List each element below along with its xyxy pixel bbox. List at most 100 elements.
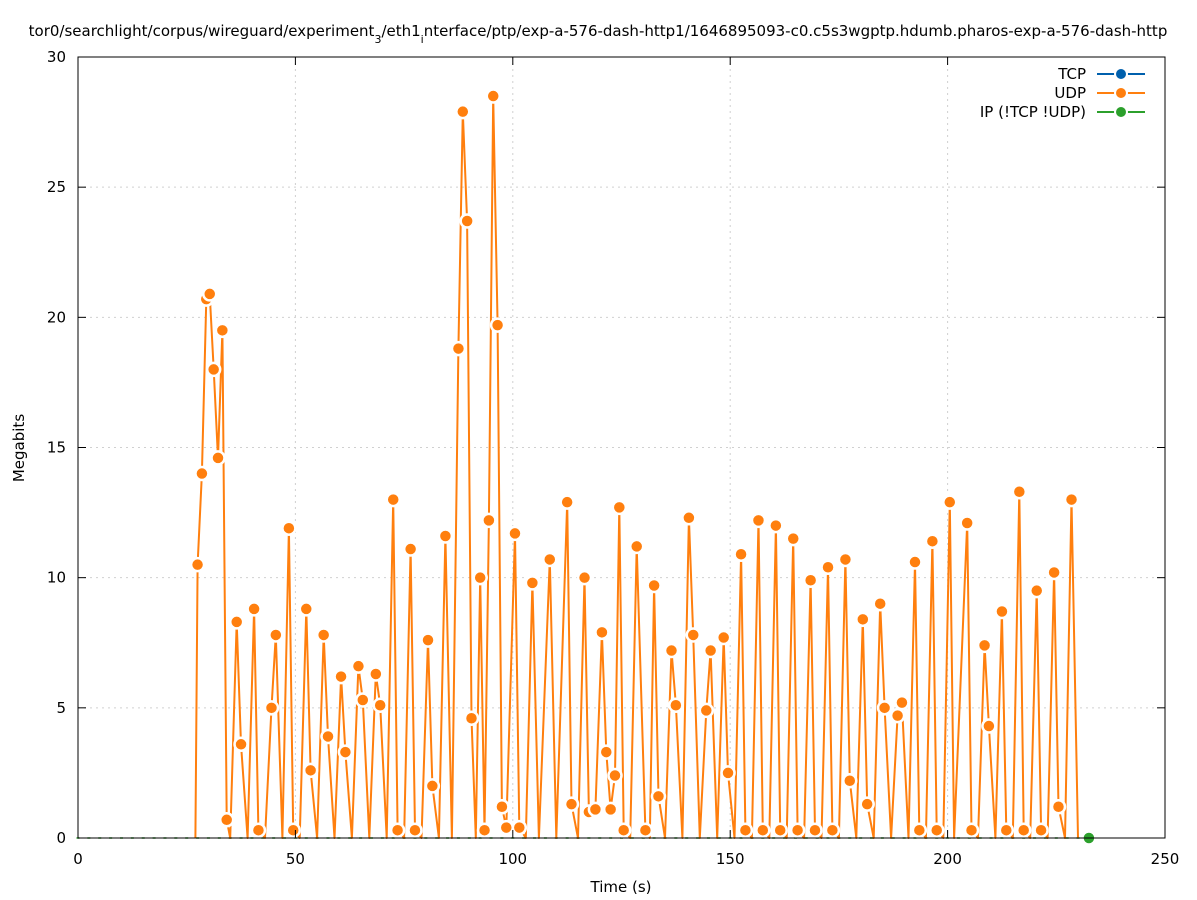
- legend-label: TCP: [1057, 65, 1086, 83]
- data-point: [1063, 491, 1080, 508]
- data-point: [246, 601, 262, 617]
- data-point: [668, 697, 684, 713]
- data-point: [228, 614, 245, 630]
- data-point: [315, 627, 332, 643]
- data-point: [872, 595, 888, 612]
- data-point: [1046, 564, 1062, 581]
- data-point: [855, 611, 871, 628]
- y-tick-label: 0: [56, 829, 66, 847]
- data-point: [250, 822, 267, 838]
- data-point: [437, 528, 454, 544]
- legend-label: IP (!TCP !UDP): [980, 103, 1086, 121]
- data-point: [372, 697, 388, 713]
- data-point: [337, 744, 354, 760]
- data-point: [263, 700, 280, 716]
- x-tick-label: 200: [933, 850, 962, 868]
- data-point: [576, 569, 593, 586]
- data-point: [594, 624, 610, 641]
- y-tick-label: 5: [56, 699, 66, 717]
- data-point: [385, 491, 401, 508]
- data-point: [607, 767, 623, 784]
- data-point: [194, 465, 210, 482]
- data-point: [233, 736, 249, 753]
- y-axis-label: Megabits: [10, 414, 28, 482]
- data-point: [205, 361, 222, 378]
- data-point: [842, 772, 858, 789]
- data-point: [1011, 484, 1028, 500]
- data-point: [333, 668, 349, 685]
- y-tick-label: 15: [47, 439, 66, 457]
- data-point: [859, 796, 875, 812]
- series-line: [194, 95, 1079, 839]
- data-point: [663, 642, 680, 659]
- data-point: [485, 88, 501, 104]
- data-point: [789, 822, 806, 838]
- data-point: [685, 627, 701, 643]
- data-point: [963, 822, 980, 838]
- x-axis-label: Time (s): [590, 878, 652, 896]
- data-point: [298, 601, 315, 617]
- data-point: [587, 801, 604, 818]
- data-point: [450, 340, 467, 357]
- data-point: [355, 692, 371, 708]
- data-point: [637, 822, 654, 838]
- data-point: [511, 819, 528, 836]
- data-point: [498, 819, 515, 836]
- data-point: [959, 515, 975, 531]
- title-sub-2: i: [421, 33, 424, 46]
- legend-marker: [1114, 105, 1128, 119]
- y-tick-label: 10: [47, 569, 66, 587]
- legend-marker: [1114, 86, 1128, 100]
- data-point: [459, 213, 475, 229]
- data-point: [402, 541, 419, 557]
- x-tick-label: 0: [73, 850, 83, 868]
- title-main: tor0/searchlight/corpus/wireguard/experi…: [29, 22, 375, 40]
- axis-ticks: 0 50 100 150 200 250 0 5 10 15 20 25 30: [47, 48, 1179, 868]
- data-point: [837, 551, 854, 568]
- data-point: [268, 627, 284, 643]
- data-point: [494, 799, 510, 815]
- data-point: [424, 778, 441, 794]
- data-point: [201, 286, 218, 302]
- x-tick-label: 150: [716, 850, 745, 868]
- data-point: [750, 512, 767, 529]
- data-point: [281, 520, 297, 536]
- data-point: [720, 765, 736, 781]
- data-point: [598, 744, 615, 760]
- data-point: [628, 538, 645, 555]
- data-point: [824, 822, 841, 838]
- data-point: [1050, 799, 1067, 815]
- data-point: [615, 822, 632, 838]
- data-point: [889, 707, 906, 724]
- data-point: [715, 629, 732, 646]
- data-point: [611, 499, 628, 516]
- title-end: nterface/ptp/exp-a-576-dash-http1/164689…: [424, 22, 1168, 40]
- data-point: [1028, 582, 1045, 599]
- data-point: [507, 525, 523, 542]
- data-point: [755, 822, 771, 838]
- data-point: [911, 822, 928, 838]
- data-point: [285, 822, 301, 838]
- data-point: [602, 801, 619, 818]
- data-point: [681, 510, 697, 526]
- title-sub-1: 3: [374, 33, 381, 46]
- data-point: [476, 822, 493, 838]
- data-point: [733, 546, 749, 562]
- data-point: [559, 494, 575, 510]
- data-point: [189, 556, 206, 573]
- data-point: [389, 822, 406, 838]
- data-point: [772, 822, 788, 838]
- data-point: [420, 632, 436, 648]
- x-tick-label: 250: [1151, 850, 1180, 868]
- data-point: [368, 666, 384, 682]
- data-point: [463, 710, 480, 726]
- y-tick-label: 25: [47, 178, 66, 196]
- data-point: [455, 103, 471, 120]
- data-point: [698, 702, 715, 719]
- x-tick-label: 100: [498, 850, 527, 868]
- y-tick-label: 30: [47, 48, 66, 66]
- series-1: [189, 88, 1080, 839]
- series-group: [189, 88, 1097, 846]
